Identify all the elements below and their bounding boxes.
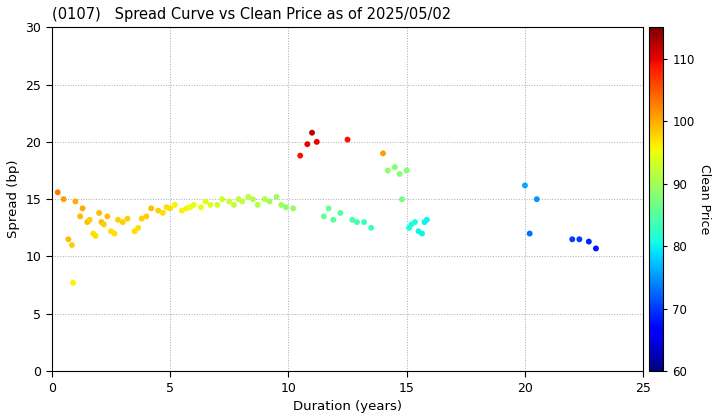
Point [394, 171, 405, 177]
Point [58, 196, 69, 202]
Point [405, 221, 417, 228]
Point [264, 198, 275, 205]
Point [153, 207, 164, 214]
Point [81, 219, 93, 226]
Point [335, 210, 346, 216]
Point [351, 219, 363, 226]
Point [306, 129, 318, 136]
Point [271, 194, 282, 200]
Point [252, 202, 264, 208]
Point [531, 196, 543, 202]
Point [164, 205, 176, 212]
Point [382, 167, 394, 174]
Point [413, 228, 424, 235]
Point [204, 202, 216, 208]
Point [217, 196, 228, 202]
X-axis label: Duration (years): Duration (years) [293, 400, 402, 413]
Point [195, 204, 207, 210]
Point [519, 182, 531, 189]
Y-axis label: Spread (bp): Spread (bp) [7, 160, 20, 239]
Text: (0107)   Spread Curve vs Clean Price as of 2025/05/02: (0107) Spread Curve vs Clean Price as of… [52, 7, 451, 22]
Point [157, 210, 168, 216]
Point [280, 204, 292, 210]
Point [212, 202, 223, 208]
Point [318, 213, 330, 220]
Point [140, 213, 152, 220]
Point [122, 215, 133, 222]
Point [346, 216, 358, 223]
Point [366, 224, 377, 231]
Point [90, 233, 102, 239]
Point [96, 219, 107, 226]
Point [247, 196, 258, 202]
Point [567, 236, 578, 243]
Point [132, 224, 144, 231]
Point [181, 205, 192, 212]
Point [243, 194, 254, 200]
Point [184, 204, 196, 210]
Point [302, 141, 313, 147]
Point [200, 198, 212, 205]
Point [259, 196, 271, 202]
Y-axis label: Clean Price: Clean Price [698, 164, 711, 234]
Point [403, 224, 415, 231]
Point [188, 202, 199, 208]
Point [109, 230, 120, 237]
Point [574, 236, 585, 243]
Point [583, 238, 595, 245]
Point [294, 152, 306, 159]
Point [176, 207, 188, 214]
Point [359, 219, 370, 226]
Point [112, 216, 124, 223]
Point [323, 205, 334, 212]
Point [228, 202, 240, 208]
Point [74, 213, 86, 220]
Point [87, 230, 99, 237]
Point [396, 196, 408, 202]
Point [129, 228, 140, 235]
Point [136, 215, 148, 222]
Point [236, 198, 248, 205]
Point [66, 241, 78, 248]
Point [161, 204, 172, 210]
Point [287, 205, 299, 212]
Point [98, 221, 109, 228]
Point [421, 216, 433, 223]
Point [52, 189, 63, 196]
Point [94, 210, 105, 216]
Point [409, 219, 420, 226]
Point [311, 139, 323, 145]
Point [328, 216, 339, 223]
Point [524, 230, 536, 237]
Point [169, 202, 181, 208]
Point [418, 219, 430, 226]
Point [68, 279, 79, 286]
Point [377, 150, 389, 157]
Point [145, 205, 157, 212]
Point [342, 136, 354, 143]
Point [401, 167, 413, 174]
Point [63, 236, 74, 243]
Point [70, 198, 81, 205]
Point [105, 228, 117, 235]
Point [276, 202, 287, 208]
Point [590, 245, 602, 252]
Point [77, 205, 89, 212]
Point [117, 219, 129, 226]
Point [389, 164, 400, 171]
Point [102, 213, 113, 220]
Point [233, 196, 245, 202]
Point [84, 216, 96, 223]
Point [416, 230, 428, 237]
Point [223, 198, 235, 205]
